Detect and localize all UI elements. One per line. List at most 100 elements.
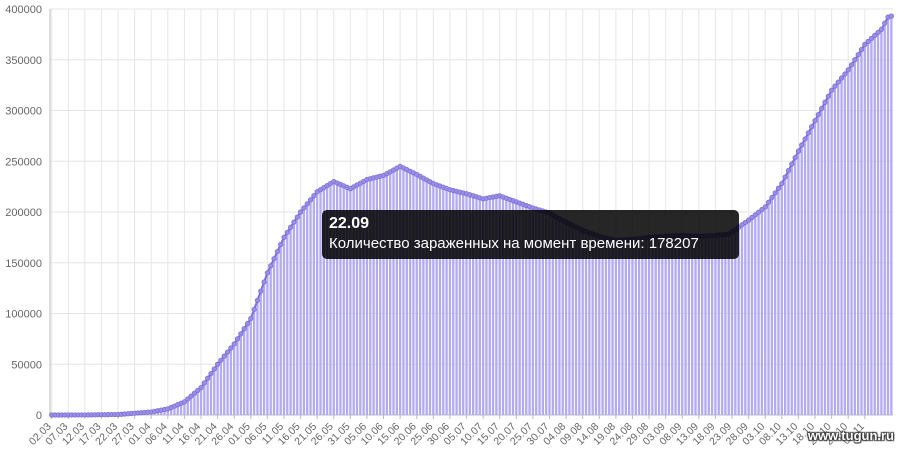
bar-06.11 <box>876 32 880 415</box>
bar-02.05 <box>252 309 256 415</box>
bar-15.04 <box>196 390 199 415</box>
bar-05.06 <box>365 179 369 415</box>
point-16.04 <box>198 384 204 391</box>
bar-01.07 <box>452 190 455 415</box>
point-30.04 <box>244 321 251 327</box>
bar-10.09 <box>687 235 691 415</box>
bar-24.05 <box>325 185 329 415</box>
point-23.04 <box>221 353 227 359</box>
bar-18.07 <box>508 199 511 415</box>
bar-04.08 <box>564 222 568 415</box>
bar-26.08 <box>637 238 641 415</box>
point-14.04 <box>191 390 197 396</box>
point-12.04 <box>185 396 191 402</box>
bar-28.04 <box>239 333 242 415</box>
bar-12.07 <box>488 197 491 415</box>
bar-25.05 <box>329 183 332 415</box>
point-27.04 <box>234 336 241 342</box>
bar-28.09 <box>747 220 750 415</box>
bar-03.08 <box>561 220 564 415</box>
point-02.10 <box>759 206 765 213</box>
bar-23.06 <box>425 179 428 415</box>
bars <box>53 16 893 416</box>
bar-30.10 <box>853 59 856 415</box>
point-25.10 <box>835 79 841 85</box>
bar-14.07 <box>495 196 498 415</box>
point-03.05 <box>254 297 261 303</box>
point-06.10 <box>772 190 778 196</box>
point-16.05 <box>297 209 304 215</box>
bar-21.05 <box>316 191 319 415</box>
bar-19.10 <box>817 114 820 415</box>
bar-18.05 <box>306 203 309 415</box>
bar-09.05 <box>276 251 279 415</box>
bar-26.05 <box>332 181 335 415</box>
bar-10.10 <box>787 170 790 415</box>
bar-31.07 <box>551 214 554 415</box>
bar-16.08 <box>604 237 608 415</box>
point-19.04 <box>208 370 214 377</box>
point-06.11 <box>875 29 881 35</box>
bar-02.06 <box>355 185 359 415</box>
bar-06.07 <box>468 194 472 415</box>
bar-09.10 <box>783 177 787 415</box>
point-01.10 <box>755 209 762 215</box>
point-01.11 <box>858 46 865 53</box>
point-19.05 <box>307 197 314 203</box>
bar-03.06 <box>359 183 362 415</box>
y-axis: 0 50000 100000 150000 200000 250000 300000 3500… <box>5 4 42 422</box>
bar-01.05 <box>249 318 252 415</box>
bar-25.04 <box>229 348 233 415</box>
point-25.04 <box>228 345 234 351</box>
bar-26.07 <box>535 208 538 415</box>
bar-28.08 <box>644 237 647 415</box>
bar-19.07 <box>511 200 515 415</box>
point-07.05 <box>268 263 274 269</box>
bar-26.10 <box>840 78 843 416</box>
point-19.10 <box>815 111 821 118</box>
point-03.10 <box>762 204 768 210</box>
point-15.04 <box>195 387 201 394</box>
bar-25.08 <box>634 238 637 415</box>
bar-18.10 <box>813 120 817 416</box>
bar-18.08 <box>611 239 614 415</box>
bar-24.04 <box>226 352 229 415</box>
bar-06.10 <box>774 192 777 415</box>
bar-08.06 <box>375 177 379 415</box>
bar-14.06 <box>395 168 398 415</box>
bar-23.07 <box>525 205 528 415</box>
bar-03.10 <box>764 206 767 415</box>
bar-15.05 <box>296 217 299 415</box>
bar-27.04 <box>236 338 239 415</box>
point-13.04 <box>188 393 194 399</box>
bar-21.09 <box>724 234 727 415</box>
bar-24.08 <box>631 239 634 415</box>
bar-27.08 <box>641 238 644 415</box>
bar-26.06 <box>435 184 438 415</box>
bar-12.08 <box>591 233 594 415</box>
point-20.05 <box>311 193 317 199</box>
bar-08.05 <box>272 258 276 415</box>
point-22.10 <box>825 93 831 99</box>
bar-20.07 <box>515 201 518 415</box>
watermark: www.tugun.ru <box>807 428 894 443</box>
bar-16.07 <box>501 196 505 415</box>
bar-03.05 <box>256 300 259 415</box>
point-10.10 <box>785 167 792 174</box>
bar-15.10 <box>803 138 807 416</box>
bar-07.08 <box>574 227 578 415</box>
point-10.05 <box>278 241 284 248</box>
bar-04.07 <box>462 192 465 415</box>
bar-23.05 <box>322 187 325 415</box>
bar-07.10 <box>777 188 780 415</box>
point-12.10 <box>792 154 798 161</box>
bar-21.10 <box>823 102 827 415</box>
point-11.05 <box>281 234 287 240</box>
bar-01.09 <box>657 236 661 415</box>
bar-07.04 <box>169 407 173 415</box>
bar-10.07 <box>481 198 485 415</box>
bar-20.09 <box>720 234 724 415</box>
bar-16.09 <box>707 235 710 415</box>
bar-25.06 <box>432 183 435 415</box>
bar-01.11 <box>860 49 863 415</box>
